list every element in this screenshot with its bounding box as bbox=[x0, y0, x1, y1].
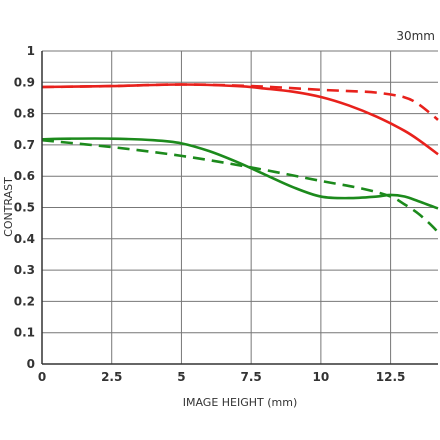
y-tick-label: 0.5 bbox=[14, 201, 35, 215]
y-tick-label: 0.9 bbox=[14, 75, 35, 89]
x-tick-label: 10 bbox=[313, 370, 330, 384]
y-tick-label: 0.8 bbox=[14, 107, 35, 121]
x-tick-label: 7.5 bbox=[241, 370, 262, 384]
x-tick-label: 0 bbox=[38, 370, 46, 384]
x-axis-title: IMAGE HEIGHT (mm) bbox=[183, 396, 298, 409]
y-tick-label: 0.1 bbox=[14, 326, 35, 340]
x-tick-label: 5 bbox=[177, 370, 185, 384]
series-line-red-solid bbox=[41, 83, 439, 156]
y-tick-label: 0.2 bbox=[14, 294, 35, 308]
series-line-red-dashed bbox=[41, 83, 439, 121]
y-tick-label: 0.6 bbox=[14, 169, 35, 183]
series-line-green-solid bbox=[41, 137, 439, 210]
axes bbox=[41, 51, 438, 365]
y-axis-title: CONTRAST bbox=[2, 177, 15, 237]
grid-lines bbox=[42, 50, 438, 364]
x-tick-label: 2.5 bbox=[101, 370, 122, 384]
series-lines bbox=[41, 83, 439, 234]
y-tick-label: 0.3 bbox=[14, 263, 35, 277]
tick-labels: 00.10.20.30.40.50.60.70.80.910 2.5 5 7.5 10 1… bbox=[14, 44, 406, 384]
y-tick-label: 1 bbox=[27, 44, 35, 58]
series-line-green-dashed bbox=[41, 138, 439, 234]
focal-length-annotation: 30mm bbox=[396, 29, 435, 43]
y-tick-label: 0.4 bbox=[14, 232, 35, 246]
y-tick-label: 0 bbox=[27, 357, 35, 371]
x-tick-label: 12.5 bbox=[376, 370, 406, 384]
y-tick-label: 0.7 bbox=[14, 138, 35, 152]
